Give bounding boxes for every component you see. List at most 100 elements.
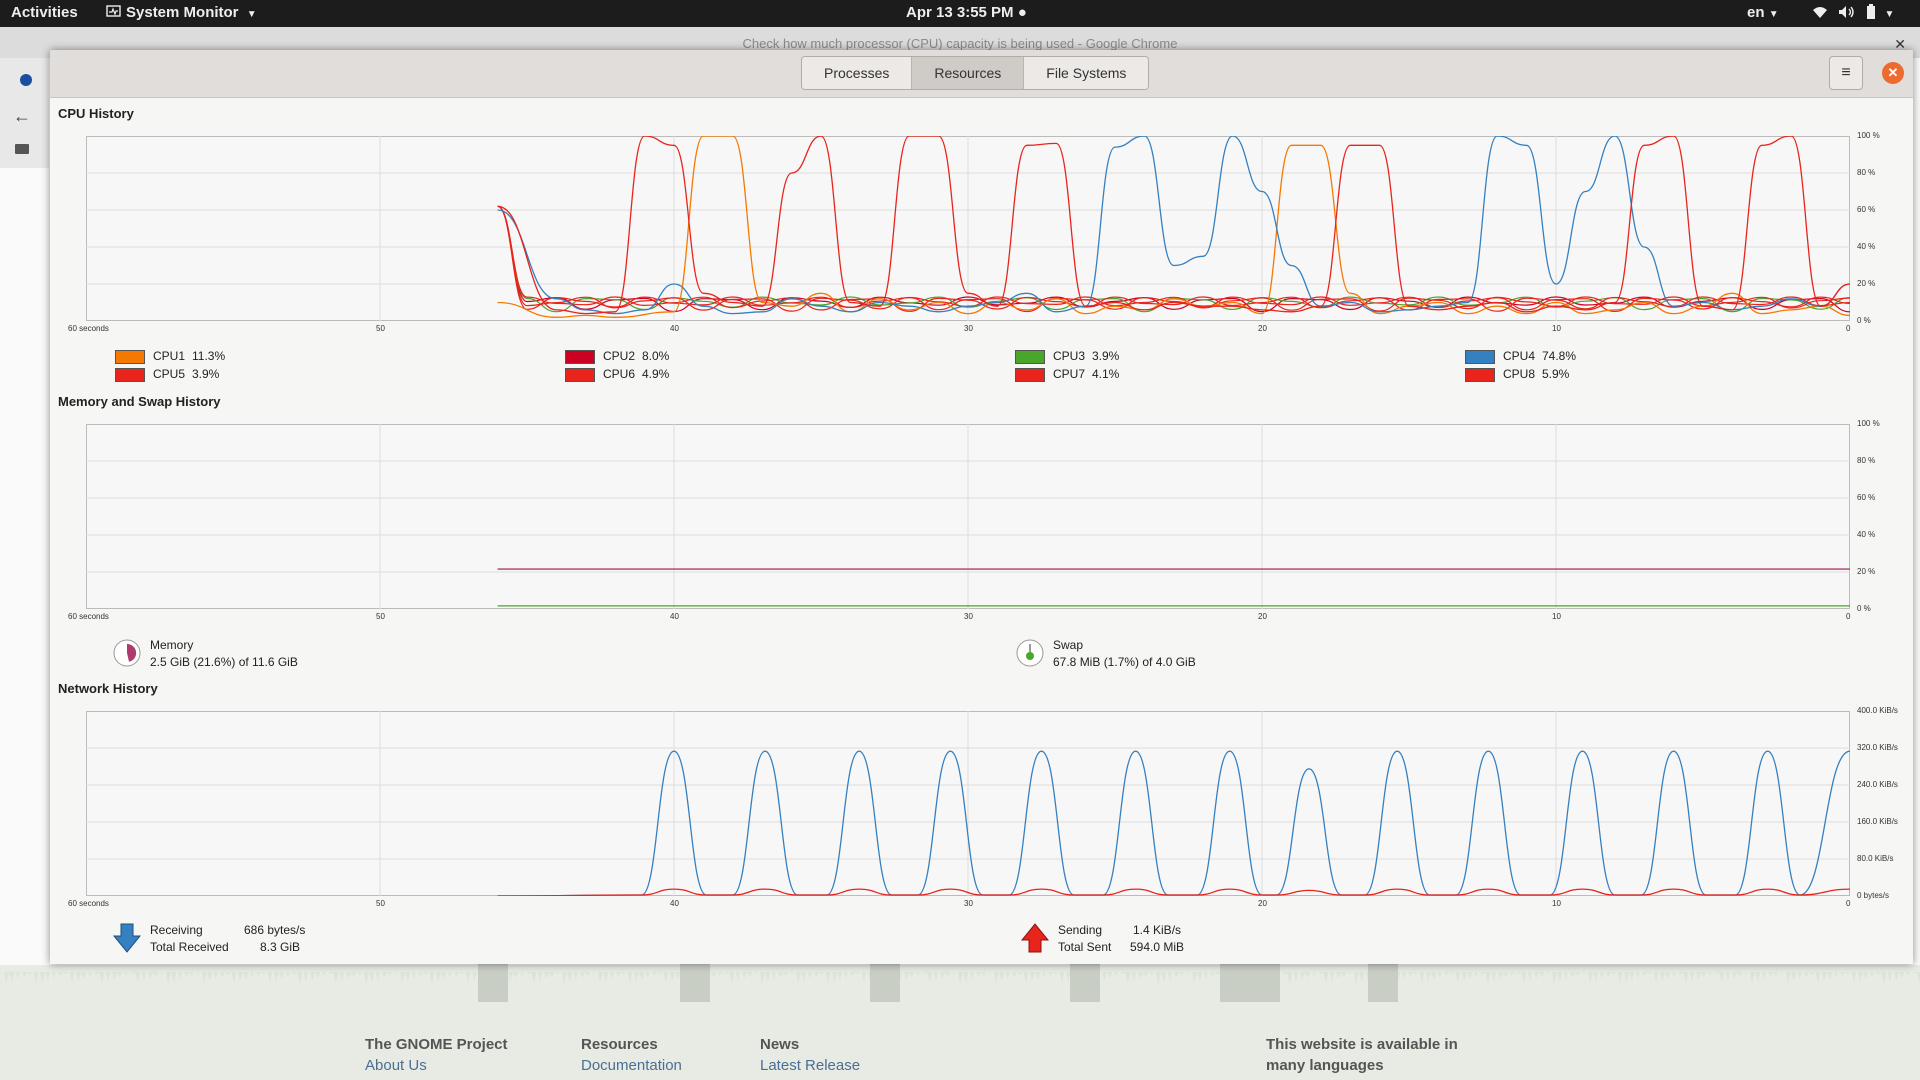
network-series-line-sending <box>497 888 1850 896</box>
cpu-name: CPU1 <box>153 349 186 363</box>
network-history-title: Network History <box>58 681 158 696</box>
cpu-history-graph <box>86 136 1850 321</box>
y-tick-label: 80 % <box>1857 168 1876 177</box>
cpu-color-swatch[interactable] <box>1465 368 1495 382</box>
folder-icon[interactable] <box>15 144 29 154</box>
receiving-value: 686 bytes/s <box>244 923 306 937</box>
hamburger-menu-icon[interactable]: ≡ <box>1829 56 1863 90</box>
system-monitor-icon <box>106 5 121 17</box>
y-tick-label: 240.0 KiB/s <box>1857 780 1898 789</box>
swap-value: 67.8 MiB (1.7%) of 4.0 GiB <box>1053 655 1196 669</box>
memory-history-title: Memory and Swap History <box>58 394 221 409</box>
activities-button[interactable]: Activities <box>11 4 78 21</box>
volume-icon <box>1839 6 1854 18</box>
receiving-label: Receiving <box>150 923 203 937</box>
y-tick-label: 100 % <box>1857 131 1880 140</box>
footer-link[interactable]: Documentation <box>581 1057 682 1074</box>
x-tick-label: 30 <box>964 899 973 908</box>
swap-pie-icon[interactable] <box>1015 638 1045 668</box>
total-received-label: Total Received <box>150 940 229 954</box>
cpu-name: CPU7 <box>1053 367 1086 381</box>
cpu-value: 3.9% <box>192 367 220 381</box>
memory-pie-icon[interactable] <box>112 638 142 668</box>
cpu-value: 5.9% <box>1542 367 1570 381</box>
battery-icon <box>1867 4 1876 19</box>
swap-label: Swap <box>1053 638 1084 652</box>
chrome-window-title: Check how much processor (CPU) capacity … <box>742 36 1178 51</box>
cpu-color-swatch[interactable] <box>115 350 145 364</box>
cpu-color-swatch[interactable] <box>565 368 595 382</box>
y-tick-label: 0 % <box>1857 316 1871 325</box>
header-bar: Processes Resources File Systems ≡ ✕ <box>50 50 1913 98</box>
cpu-value: 8.0% <box>642 349 670 363</box>
network-history-graph <box>86 711 1850 896</box>
top-bar: Activities System Monitor ▼ Apr 13 3:55 … <box>0 0 1920 27</box>
y-tick-label: 40 % <box>1857 242 1876 251</box>
y-tick-label: 160.0 KiB/s <box>1857 817 1898 826</box>
y-tick-label: 0 bytes/s <box>1857 891 1890 900</box>
chevron-down-icon: ▼ <box>1768 9 1779 20</box>
cpu-name: CPU4 <box>1503 349 1536 363</box>
x-tick-label: 0 <box>1846 324 1851 333</box>
cpu-name: CPU6 <box>603 367 636 381</box>
chrome-close-icon[interactable]: ✕ <box>1894 36 1906 52</box>
clock[interactable]: Apr 13 3:55 PM ● <box>906 4 1027 22</box>
status-menu[interactable]: ▼ <box>1812 4 1894 24</box>
sending-arrow-icon[interactable] <box>1020 922 1050 954</box>
cpu-color-swatch[interactable] <box>115 368 145 382</box>
x-tick-label: 0 <box>1846 899 1851 908</box>
receiving-arrow-icon[interactable] <box>112 922 142 954</box>
cpu-color-swatch[interactable] <box>1015 368 1045 382</box>
cpu-value: 4.9% <box>642 367 670 381</box>
notification-dot-icon: ● <box>1017 4 1027 21</box>
cpu-value: 11.3% <box>192 349 226 363</box>
view-switcher: Processes Resources File Systems <box>801 56 1150 90</box>
x-tick-label: 10 <box>1552 324 1561 333</box>
x-tick-label: 30 <box>964 324 973 333</box>
back-arrow-icon[interactable]: ← <box>13 106 31 126</box>
sending-value: 1.4 KiB/s <box>1133 923 1182 937</box>
app-menu[interactable]: System Monitor ▼ <box>106 4 257 24</box>
close-icon[interactable]: ✕ <box>1882 62 1904 84</box>
x-tick-label: 10 <box>1552 899 1561 908</box>
y-tick-label: 20 % <box>1857 279 1876 288</box>
x-tick-label: 60 seconds <box>68 324 109 333</box>
footer-link[interactable]: Latest Release <box>760 1057 861 1074</box>
cpu-name: CPU5 <box>153 367 186 381</box>
chrome-toolbar-edge: ← <box>0 58 49 168</box>
cpu-value: 74.8% <box>1542 349 1577 363</box>
footer-heading: News <box>760 1036 800 1053</box>
y-tick-label: 400.0 KiB/s <box>1857 706 1898 715</box>
cpu-name: CPU2 <box>603 349 636 363</box>
cpu-series-line <box>497 205 1850 313</box>
cpu-series-line-cpu8 <box>497 136 1850 315</box>
x-tick-label: 50 <box>376 324 385 333</box>
total-sent-value: 594.0 MiB <box>1130 940 1185 954</box>
tab-resources[interactable]: Resources <box>912 57 1025 89</box>
x-tick-label: 20 <box>1258 612 1267 621</box>
cpu-name: CPU3 <box>1053 349 1086 363</box>
cpu-color-swatch[interactable] <box>1015 350 1045 364</box>
cpu-name: CPU8 <box>1503 367 1536 381</box>
x-tick-label: 40 <box>670 324 679 333</box>
footer-heading: This website is available in <box>1266 1036 1458 1053</box>
cpu-series-line-cpu4 <box>497 136 1850 315</box>
x-tick-label: 10 <box>1552 612 1561 621</box>
y-tick-label: 100 % <box>1857 419 1880 428</box>
footer-heading: many languages <box>1266 1057 1384 1074</box>
tab-processes[interactable]: Processes <box>802 57 913 89</box>
tab-favicon-icon[interactable] <box>20 74 32 86</box>
cpu-color-swatch[interactable] <box>565 350 595 364</box>
sending-label: Sending <box>1058 923 1103 937</box>
cpu-color-swatch[interactable] <box>1465 350 1495 364</box>
language-label: en <box>1747 4 1765 21</box>
y-tick-label: 40 % <box>1857 530 1876 539</box>
x-tick-label: 20 <box>1258 324 1267 333</box>
footer-link[interactable]: About Us <box>365 1057 427 1074</box>
grass-decoration <box>0 962 1920 1007</box>
x-tick-label: 30 <box>964 612 973 621</box>
tab-file-systems[interactable]: File Systems <box>1024 57 1149 89</box>
language-menu[interactable]: en ▼ <box>1747 4 1779 24</box>
x-tick-label: 50 <box>376 899 385 908</box>
x-tick-label: 60 seconds <box>68 899 109 908</box>
